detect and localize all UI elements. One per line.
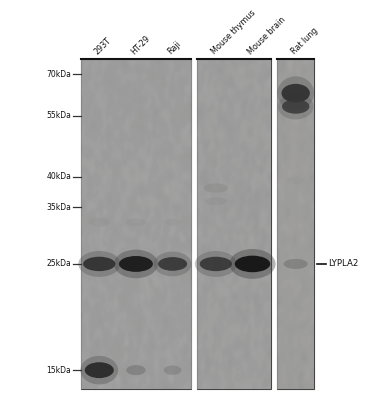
- Ellipse shape: [278, 94, 313, 120]
- Ellipse shape: [126, 218, 146, 226]
- Text: 15kDa: 15kDa: [46, 366, 71, 375]
- Text: Mouse thymus: Mouse thymus: [210, 8, 257, 56]
- Ellipse shape: [164, 219, 182, 226]
- Ellipse shape: [204, 197, 227, 205]
- Ellipse shape: [284, 259, 308, 269]
- Ellipse shape: [164, 366, 182, 375]
- Ellipse shape: [80, 356, 118, 384]
- Ellipse shape: [200, 257, 232, 271]
- Ellipse shape: [282, 99, 309, 114]
- Text: Mouse brain: Mouse brain: [246, 15, 287, 56]
- Text: 35kDa: 35kDa: [46, 202, 71, 212]
- Bar: [197, 59, 271, 389]
- Ellipse shape: [83, 257, 115, 271]
- Ellipse shape: [281, 84, 310, 102]
- Ellipse shape: [85, 362, 114, 378]
- Bar: [81, 59, 191, 389]
- Text: LYPLA2: LYPLA2: [328, 260, 358, 268]
- Ellipse shape: [119, 256, 153, 272]
- Text: Rat lung: Rat lung: [289, 26, 319, 56]
- Bar: [277, 59, 314, 389]
- Ellipse shape: [277, 76, 314, 110]
- Text: 70kDa: 70kDa: [46, 70, 71, 79]
- Ellipse shape: [114, 250, 158, 278]
- Text: Raji: Raji: [166, 39, 183, 56]
- Ellipse shape: [229, 249, 276, 279]
- Text: 55kDa: 55kDa: [46, 112, 71, 120]
- Ellipse shape: [204, 183, 228, 193]
- Text: 293T: 293T: [93, 36, 113, 56]
- Ellipse shape: [154, 252, 192, 276]
- Ellipse shape: [126, 365, 146, 375]
- Ellipse shape: [89, 218, 110, 226]
- Ellipse shape: [287, 177, 305, 184]
- Ellipse shape: [235, 256, 270, 272]
- Ellipse shape: [158, 257, 187, 271]
- Text: HT-29: HT-29: [130, 34, 152, 56]
- Text: 40kDa: 40kDa: [46, 172, 71, 181]
- Ellipse shape: [78, 251, 120, 277]
- Text: 25kDa: 25kDa: [46, 260, 71, 268]
- Ellipse shape: [195, 251, 237, 277]
